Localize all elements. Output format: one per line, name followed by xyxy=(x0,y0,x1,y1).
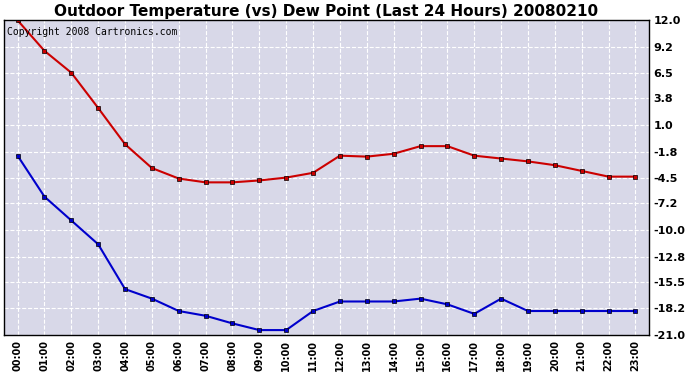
Title: Outdoor Temperature (vs) Dew Point (Last 24 Hours) 20080210: Outdoor Temperature (vs) Dew Point (Last… xyxy=(55,4,598,19)
Text: Copyright 2008 Cartronics.com: Copyright 2008 Cartronics.com xyxy=(8,27,178,37)
